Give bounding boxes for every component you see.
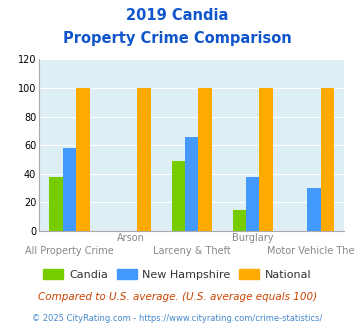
Bar <box>307 188 321 231</box>
Bar <box>246 177 260 231</box>
Bar <box>321 88 334 231</box>
Text: Compared to U.S. average. (U.S. average equals 100): Compared to U.S. average. (U.S. average … <box>38 292 317 302</box>
Text: © 2025 CityRating.com - https://www.cityrating.com/crime-statistics/: © 2025 CityRating.com - https://www.city… <box>32 314 323 323</box>
Text: 2019 Candia: 2019 Candia <box>126 8 229 23</box>
Bar <box>260 88 273 231</box>
Text: Property Crime Comparison: Property Crime Comparison <box>63 31 292 46</box>
Text: Larceny & Theft: Larceny & Theft <box>153 246 231 256</box>
Legend: Candia, New Hampshire, National: Candia, New Hampshire, National <box>39 265 316 284</box>
Text: Burglary: Burglary <box>232 233 273 243</box>
Text: Motor Vehicle Theft: Motor Vehicle Theft <box>267 246 355 256</box>
Bar <box>63 148 76 231</box>
Bar <box>198 88 212 231</box>
Bar <box>185 137 198 231</box>
Bar <box>137 88 151 231</box>
Bar <box>76 88 90 231</box>
Bar <box>49 177 63 231</box>
Text: Arson: Arson <box>117 233 144 243</box>
Bar <box>171 161 185 231</box>
Text: All Property Crime: All Property Crime <box>25 246 114 256</box>
Bar <box>233 210 246 231</box>
